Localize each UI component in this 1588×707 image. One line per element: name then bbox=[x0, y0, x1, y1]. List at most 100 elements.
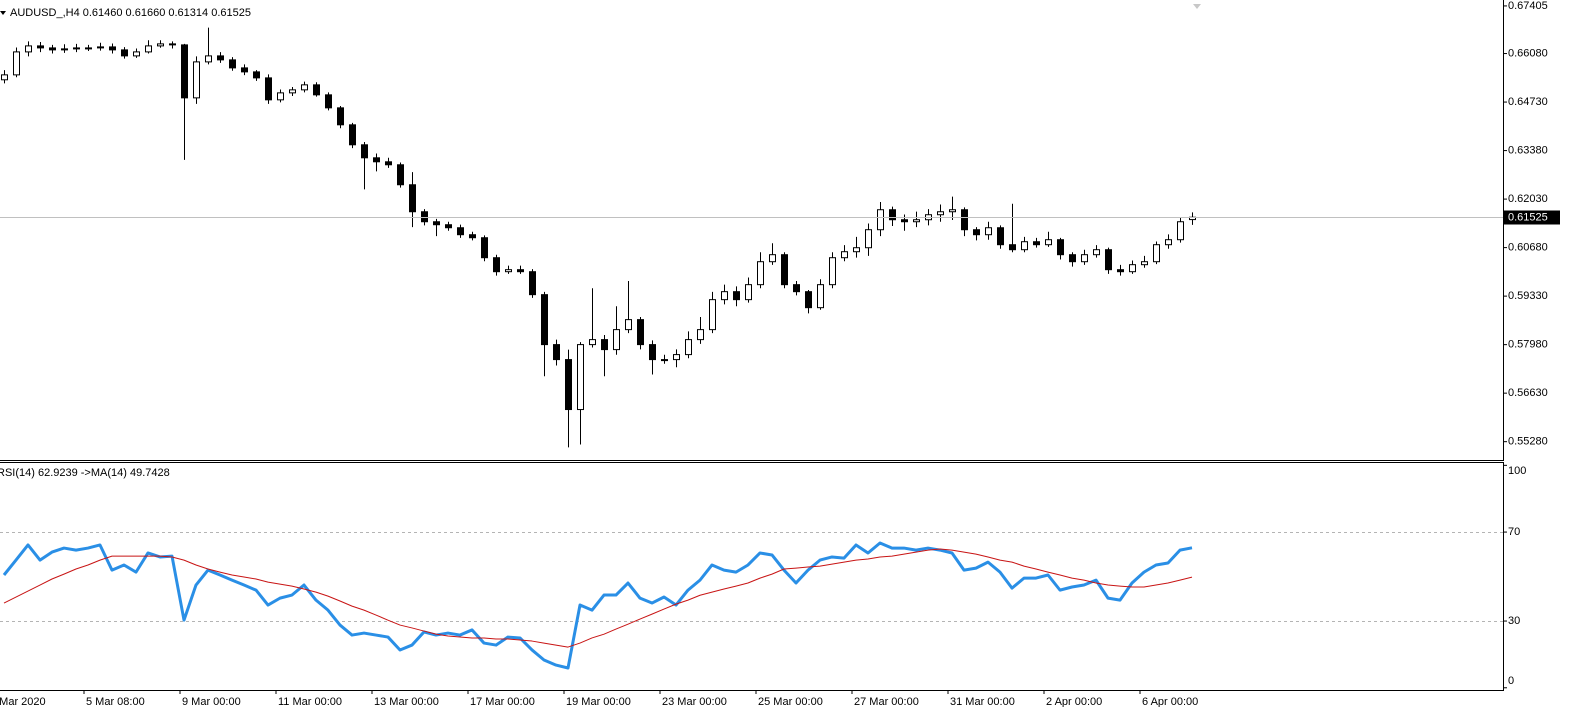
candle-body bbox=[373, 157, 380, 163]
candle-body bbox=[961, 209, 968, 231]
candle-body bbox=[25, 45, 32, 53]
candle-body bbox=[325, 94, 332, 109]
candle-body bbox=[877, 209, 884, 231]
candle-body bbox=[829, 257, 836, 286]
x-tick-label: 27 Mar 00:00 bbox=[854, 696, 919, 707]
x-tick-label: 5 Mar 08:00 bbox=[86, 696, 145, 707]
x-tick-label: 9 Mar 00:00 bbox=[182, 696, 241, 707]
candle-body bbox=[97, 46, 104, 49]
candle-body bbox=[1057, 239, 1064, 256]
candle-body bbox=[85, 47, 92, 50]
candle-body bbox=[157, 43, 164, 47]
candle-body bbox=[1033, 241, 1040, 246]
candle-body bbox=[1141, 261, 1148, 266]
candle-body bbox=[181, 44, 188, 99]
candle-body bbox=[109, 46, 116, 51]
candle-body bbox=[229, 59, 236, 69]
x-tick-label: 31 Mar 00:00 bbox=[950, 696, 1015, 707]
candle-body bbox=[193, 61, 200, 99]
candle-body bbox=[637, 319, 644, 346]
candle-body bbox=[121, 49, 128, 57]
candle-body bbox=[481, 237, 488, 259]
candle-body bbox=[997, 227, 1004, 246]
indicator-title: RSI(14) 62.9239 ->MA(14) 49.7428 bbox=[0, 467, 170, 479]
candle-body bbox=[313, 84, 320, 96]
candle-body bbox=[385, 161, 392, 166]
y-tick-label: 0.57980 bbox=[1508, 339, 1548, 351]
candle-body bbox=[673, 354, 680, 361]
candle-body bbox=[985, 227, 992, 236]
candle-body bbox=[1081, 254, 1088, 263]
candle-body bbox=[757, 261, 764, 286]
x-tick-label: 17 Mar 00:00 bbox=[470, 696, 535, 707]
candle-body bbox=[517, 269, 524, 273]
candle-body bbox=[817, 284, 824, 309]
candle-body bbox=[949, 209, 956, 213]
candle-body bbox=[505, 269, 512, 273]
candle-body bbox=[433, 221, 440, 226]
candle-body bbox=[709, 299, 716, 331]
candle-body bbox=[169, 43, 176, 46]
candle-body bbox=[1117, 269, 1124, 273]
y-tick-label: 0.63380 bbox=[1508, 144, 1548, 156]
y-tick-label: 0.64730 bbox=[1508, 96, 1548, 108]
y-tick-label: 0.62030 bbox=[1508, 193, 1548, 205]
y-tick-label: 0.60680 bbox=[1508, 242, 1548, 254]
candle-body bbox=[913, 219, 920, 223]
candle-body bbox=[1153, 244, 1160, 263]
x-tick-label: 11 Mar 00:00 bbox=[278, 696, 342, 707]
candle-body bbox=[457, 227, 464, 236]
y-tick-label: 30 bbox=[1508, 615, 1520, 627]
x-tick-label: 23 Mar 00:00 bbox=[662, 696, 727, 707]
candle-body bbox=[865, 229, 872, 249]
candle-body bbox=[349, 124, 356, 146]
candle-body bbox=[205, 55, 212, 63]
candle-body bbox=[265, 77, 272, 101]
x-tick-label: 4 Mar 2020 bbox=[0, 696, 46, 707]
candle-body bbox=[1105, 249, 1112, 271]
x-tick-label: 19 Mar 00:00 bbox=[566, 696, 631, 707]
y-tick-label: 0.59330 bbox=[1508, 290, 1548, 302]
candle-body bbox=[721, 291, 728, 301]
symbol-menu-arrow[interactable] bbox=[0, 11, 6, 15]
y-tick-label: 100 bbox=[1508, 465, 1526, 477]
candle-body bbox=[841, 251, 848, 259]
candle-body bbox=[397, 164, 404, 186]
candle-body bbox=[889, 209, 896, 221]
candle-body bbox=[133, 51, 140, 57]
x-tick-label: 13 Mar 00:00 bbox=[374, 696, 439, 707]
candle-body bbox=[613, 329, 620, 351]
candle-body bbox=[49, 47, 56, 51]
candle-body bbox=[469, 234, 476, 239]
indicator-line bbox=[2, 541, 1193, 670]
candle-body bbox=[745, 284, 752, 301]
candle-body bbox=[277, 92, 284, 101]
candle-body bbox=[1093, 249, 1100, 256]
candle-body bbox=[1177, 221, 1184, 241]
indicator-line bbox=[3, 548, 1193, 648]
candle-body bbox=[493, 257, 500, 273]
candle-body bbox=[541, 294, 548, 346]
candle-body bbox=[577, 344, 584, 411]
candle-body bbox=[1009, 244, 1016, 251]
candle-body bbox=[685, 339, 692, 356]
candle-body bbox=[601, 339, 608, 351]
candle-body bbox=[1165, 239, 1172, 246]
candle-body bbox=[733, 291, 740, 301]
candle-body bbox=[793, 284, 800, 293]
shift-marker bbox=[1193, 4, 1201, 9]
candle-body bbox=[589, 339, 596, 346]
candle-body bbox=[361, 144, 368, 159]
x-tick-label: 2 Apr 00:00 bbox=[1046, 696, 1102, 707]
candle-body bbox=[37, 45, 44, 49]
last-price-box bbox=[1504, 210, 1560, 225]
candle-body bbox=[253, 71, 260, 79]
candle-body bbox=[781, 254, 788, 286]
candle-body bbox=[145, 45, 152, 53]
candle-body bbox=[1021, 241, 1028, 251]
candle-body bbox=[625, 319, 632, 331]
candle-body bbox=[553, 344, 560, 361]
candle-body bbox=[1129, 264, 1136, 273]
